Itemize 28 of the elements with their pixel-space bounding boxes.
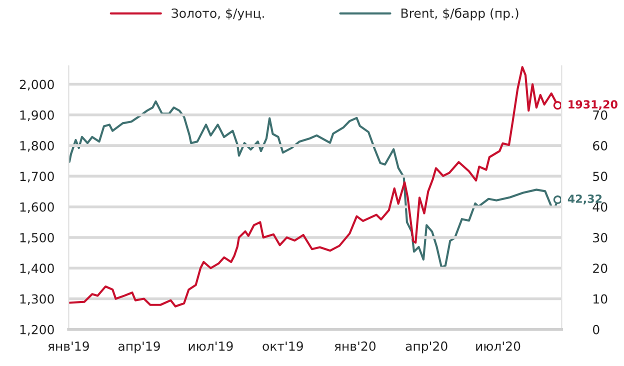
- y-tick-label: 1,500: [20, 232, 54, 244]
- x-tick-label: апр'19: [118, 341, 160, 354]
- y2-tick-label: 30: [593, 232, 608, 242]
- legend-label: Золото, $/унц.: [172, 8, 264, 20]
- y2-tick-label: 20: [593, 264, 608, 274]
- y2-tick-label: 50: [593, 172, 608, 182]
- y-tick-label: 2,000: [20, 80, 54, 90]
- x-tick-label: апр'20: [406, 341, 448, 354]
- y2-tick-label: 60: [593, 141, 608, 150]
- y2-tick-label: 0: [592, 324, 600, 334]
- text: 1931,20: [568, 100, 618, 110]
- y-tick-label: 1,400: [20, 264, 54, 274]
- y-tick-label: 1,600: [20, 202, 54, 214]
- x-tick-label: июл'19: [188, 341, 233, 351]
- x-tick-label: янв'20: [334, 341, 376, 351]
- legend-label: Brent, $/барр (пр.): [401, 8, 518, 20]
- y-tick-label: 1,200: [20, 324, 54, 336]
- y2-tick-label: 10: [594, 294, 608, 304]
- y-tick-label: 1,700: [20, 172, 54, 182]
- y2-tick-label: 40: [592, 202, 608, 212]
- x-tick-label: окт'19: [262, 341, 303, 351]
- text: 42,32: [568, 194, 602, 204]
- y-tick-label: 1,300: [20, 294, 54, 305]
- y-tick-label: 1,900: [20, 110, 54, 122]
- x-tick-label: янв'19: [48, 341, 89, 351]
- y2-tick-label: 70: [593, 110, 608, 120]
- y-tick-label: 1,800: [20, 141, 54, 152]
- x-tick-label: июл'20: [476, 341, 520, 351]
